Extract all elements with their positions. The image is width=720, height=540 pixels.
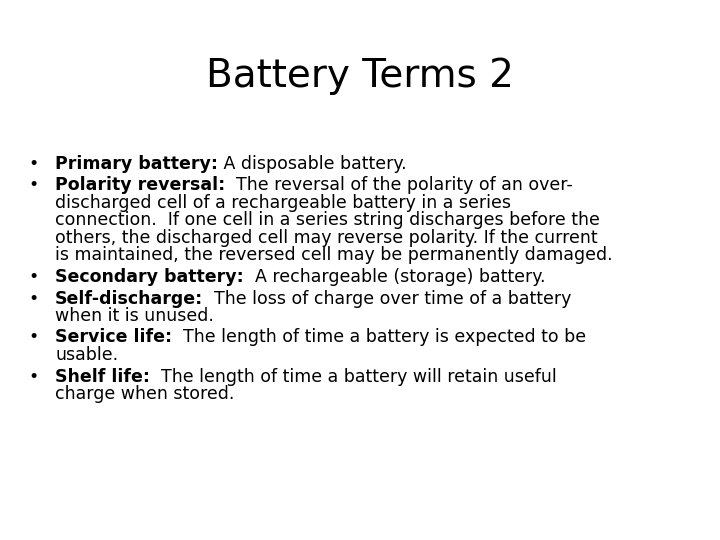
Text: discharged cell of a rechargeable battery in a series: discharged cell of a rechargeable batter…: [55, 194, 511, 212]
Text: connection.  If one cell in a series string discharges before the: connection. If one cell in a series stri…: [55, 212, 600, 230]
Text: The length of time a battery is expected to be: The length of time a battery is expected…: [172, 328, 586, 347]
Text: •: •: [28, 155, 38, 173]
Text: others, the discharged cell may reverse polarity. If the current: others, the discharged cell may reverse …: [55, 229, 598, 247]
Text: The length of time a battery will retain useful: The length of time a battery will retain…: [150, 368, 557, 386]
Text: Self-discharge:: Self-discharge:: [55, 289, 203, 307]
Text: •: •: [28, 328, 38, 347]
Text: •: •: [28, 177, 38, 194]
Text: charge when stored.: charge when stored.: [55, 385, 235, 403]
Text: •: •: [28, 289, 38, 307]
Text: The reversal of the polarity of an over-: The reversal of the polarity of an over-: [225, 177, 573, 194]
Text: Primary battery:: Primary battery:: [55, 155, 218, 173]
Text: when it is unused.: when it is unused.: [55, 307, 214, 325]
Text: Shelf life:: Shelf life:: [55, 368, 150, 386]
Text: is maintained, the reversed cell may be permanently damaged.: is maintained, the reversed cell may be …: [55, 246, 613, 265]
Text: A disposable battery.: A disposable battery.: [218, 155, 407, 173]
Text: •: •: [28, 368, 38, 386]
Text: Polarity reversal:: Polarity reversal:: [55, 177, 225, 194]
Text: •: •: [28, 268, 38, 286]
Text: The loss of charge over time of a battery: The loss of charge over time of a batter…: [203, 289, 572, 307]
Text: Secondary battery:: Secondary battery:: [55, 268, 244, 286]
Text: Service life:: Service life:: [55, 328, 172, 347]
Text: A rechargeable (storage) battery.: A rechargeable (storage) battery.: [244, 268, 545, 286]
Text: usable.: usable.: [55, 346, 118, 364]
Text: Battery Terms 2: Battery Terms 2: [206, 57, 514, 94]
